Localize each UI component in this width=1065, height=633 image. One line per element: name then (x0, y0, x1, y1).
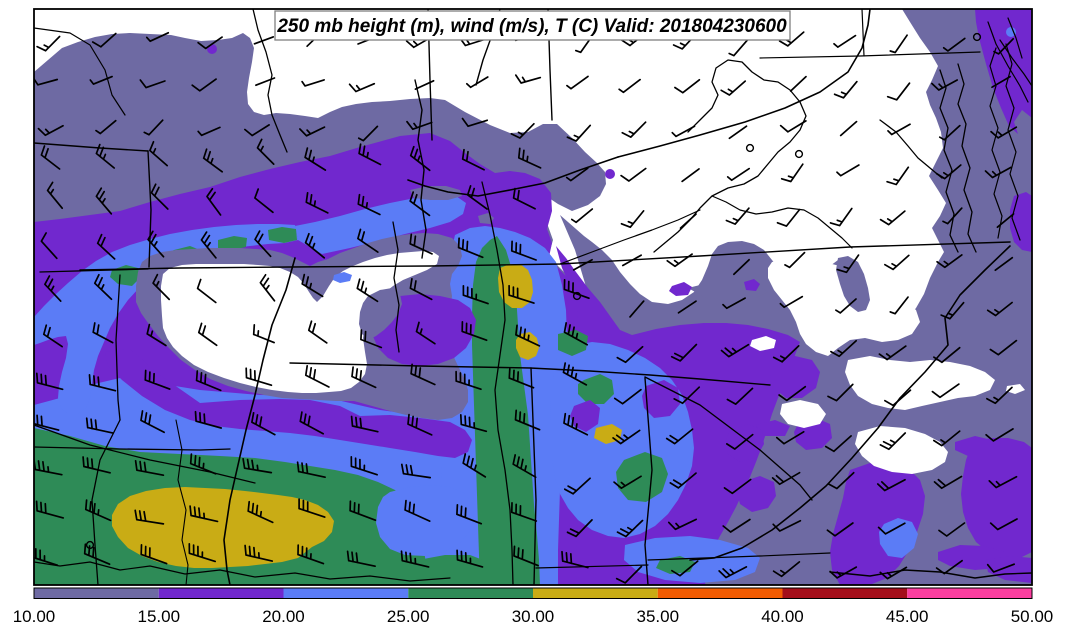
svg-text:40.00: 40.00 (761, 607, 804, 626)
svg-text:250 mb height (m), wind (m/s),: 250 mb height (m), wind (m/s), T (C) Val… (276, 16, 787, 37)
svg-text:25.00: 25.00 (387, 607, 430, 626)
svg-text:30.00: 30.00 (512, 607, 555, 626)
svg-text:20.00: 20.00 (262, 607, 305, 626)
svg-text:50.00: 50.00 (1011, 607, 1054, 626)
svg-text:35.00: 35.00 (637, 607, 680, 626)
svg-text:10.00: 10.00 (13, 607, 56, 626)
svg-text:15.00: 15.00 (138, 607, 181, 626)
svg-text:45.00: 45.00 (886, 607, 929, 626)
